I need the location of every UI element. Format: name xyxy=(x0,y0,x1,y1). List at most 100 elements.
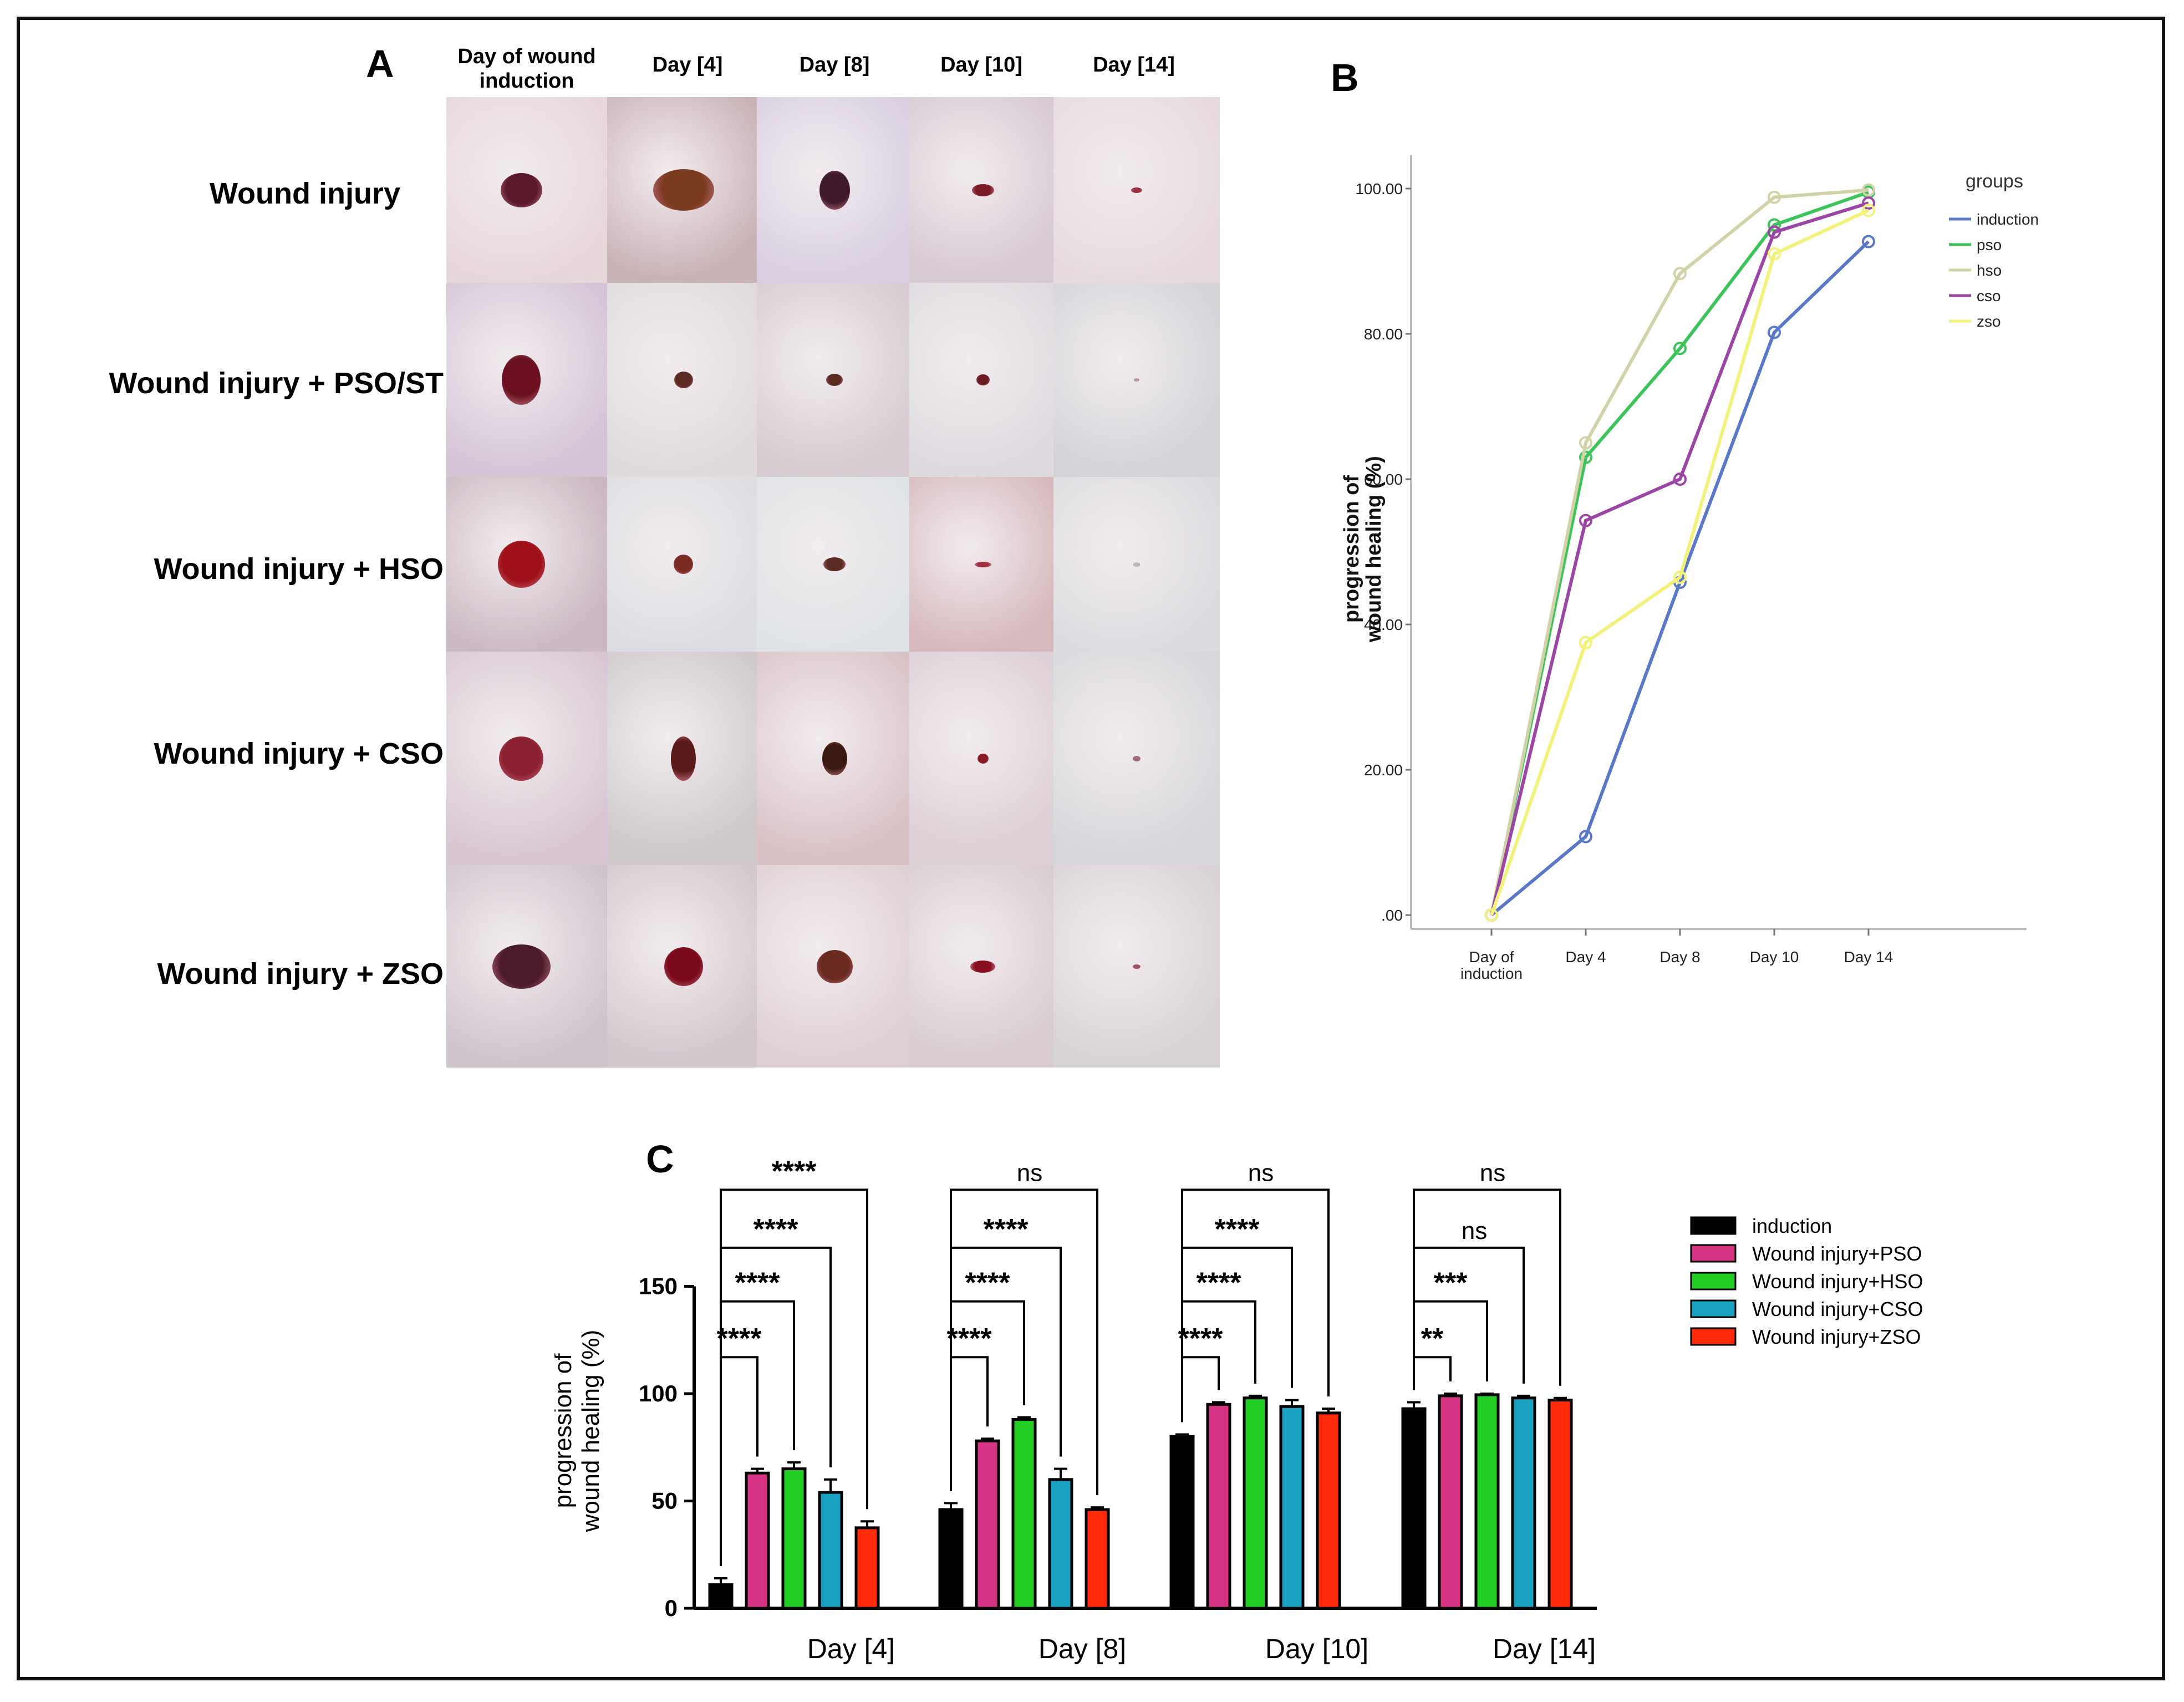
bar-wound-injury-pso xyxy=(1206,1403,1231,1610)
bar-chart: 0 50 100 150 progression ofwound healing (%)… xyxy=(554,1155,1923,1664)
data-point-pso xyxy=(1673,342,1687,355)
significance-bracket xyxy=(1413,1356,1452,1390)
significance-bracket xyxy=(1181,1188,1330,1422)
data-point-cso xyxy=(1673,473,1687,486)
wound-spot xyxy=(664,947,703,986)
wound-spot xyxy=(970,960,995,973)
wound-photo xyxy=(446,652,607,865)
wound-spot xyxy=(674,372,693,388)
significance-label: **** xyxy=(984,1213,1029,1246)
x-tick-label: Day of induction xyxy=(1460,948,1523,982)
significance-label: **** xyxy=(735,1267,781,1299)
wound-photo xyxy=(757,97,912,283)
row-label-wound-injury: Wound injury xyxy=(210,177,400,210)
significance-label: *** xyxy=(1434,1267,1468,1299)
row-label-zso: Wound injury + ZSO xyxy=(157,957,444,990)
legend-label: Wound injury+CSO xyxy=(1752,1298,1923,1320)
wound-photo xyxy=(909,283,1056,477)
legend-label: Wound injury+ZSO xyxy=(1752,1325,1921,1348)
x-tick-label: Day 8 xyxy=(1659,948,1700,966)
wound-spot xyxy=(500,172,542,207)
series-line-hso xyxy=(1490,188,1869,916)
line-chart: .00 20.00 40.00 60.00 80.00 100.00 Day of induc… xyxy=(1340,155,2039,982)
data-point-pso xyxy=(1579,450,1592,464)
y-tick-label: 100 xyxy=(639,1380,678,1406)
data-point-zso xyxy=(1862,204,1875,217)
wound-spot xyxy=(977,753,989,764)
row-label-cso: Wound injury + CSO xyxy=(154,737,444,770)
bar-wound-injury-hso xyxy=(1011,1418,1037,1610)
y-tick-label: 150 xyxy=(639,1273,678,1299)
data-point-cso xyxy=(1862,196,1875,210)
wound-photo xyxy=(1053,865,1220,1068)
legend-swatch xyxy=(1690,1244,1737,1263)
x-category-label: Day [10] xyxy=(1265,1633,1368,1664)
significance-label: **** xyxy=(965,1267,1011,1299)
data-point-zso xyxy=(1673,570,1687,584)
data-point-induction xyxy=(1768,326,1781,339)
panel-c-label: C xyxy=(646,1137,674,1181)
series-line-zso xyxy=(1490,209,1870,916)
significance-label: **** xyxy=(1215,1213,1260,1246)
wound-photo xyxy=(909,865,1056,1068)
wound-photo xyxy=(607,97,760,283)
wound-spot xyxy=(497,541,545,588)
wound-photo xyxy=(909,652,1056,865)
wound-photo xyxy=(446,283,607,477)
x-tick-label: Day 14 xyxy=(1844,948,1893,966)
significance-label: **** xyxy=(947,1323,992,1355)
bar-wound-injury-cso xyxy=(1511,1396,1536,1610)
wound-photo xyxy=(909,477,1056,652)
panel-b-label: B xyxy=(1331,56,1359,99)
legend-swatch xyxy=(1690,1299,1737,1318)
legend-label-cso: cso xyxy=(1977,287,2001,304)
wound-spot xyxy=(499,736,543,781)
x-category-label: Day [4] xyxy=(807,1633,895,1664)
y-tick-label: 80.00 xyxy=(1364,326,1403,343)
wound-spot xyxy=(653,169,714,211)
legend-swatch xyxy=(1690,1327,1737,1346)
wound-photo xyxy=(757,477,912,652)
wound-photo xyxy=(607,865,760,1068)
series-line-cso xyxy=(1490,201,1869,916)
y-axis-label: progression ofwound healing (%) xyxy=(554,1330,604,1532)
data-point-cso xyxy=(1768,225,1781,239)
legend-label-zso: zso xyxy=(1977,313,2001,330)
wound-spot xyxy=(1133,964,1141,969)
bar-wound-injury-cso xyxy=(1048,1478,1073,1610)
wound-spot xyxy=(674,555,693,574)
y-axis-label: progression ofwound healing (%) xyxy=(1340,456,1386,643)
y-tick-label: .00 xyxy=(1381,907,1403,924)
bar-induction xyxy=(708,1583,734,1610)
bar-wound-injury-pso xyxy=(975,1439,1000,1610)
significance-bracket xyxy=(1413,1188,1561,1390)
panel-a-label: A xyxy=(366,42,394,85)
bar-wound-injury-zso xyxy=(854,1526,880,1610)
significance-label: **** xyxy=(1178,1323,1224,1355)
wound-spot xyxy=(822,741,847,775)
wound-spot xyxy=(1133,755,1141,761)
wound-photo xyxy=(607,652,760,865)
figure-frame xyxy=(17,17,2165,1680)
bar-wound-injury-hso xyxy=(781,1467,807,1610)
column-header-day14: Day [14] xyxy=(1093,53,1175,77)
wound-photo xyxy=(607,283,760,477)
data-point-zso xyxy=(1768,247,1781,261)
x-tick-label: Day 10 xyxy=(1750,948,1799,966)
x-tick-label: Day 4 xyxy=(1565,948,1606,966)
data-point-zso xyxy=(1579,636,1592,649)
significance-bracket xyxy=(950,1188,1098,1496)
bar-wound-injury-pso xyxy=(1438,1394,1463,1610)
bar-wound-injury-hso xyxy=(1243,1396,1268,1610)
column-header-day10: Day [10] xyxy=(940,53,1022,77)
significance-label: ns xyxy=(1462,1217,1487,1244)
bar-wound-injury-cso xyxy=(1279,1405,1305,1610)
x-category-label: Day [8] xyxy=(1038,1633,1126,1664)
significance-label: **** xyxy=(772,1155,817,1187)
wound-spot xyxy=(502,355,541,405)
bar-induction xyxy=(1169,1435,1195,1610)
data-point-hso xyxy=(1579,436,1592,450)
significance-label: ** xyxy=(1421,1323,1444,1355)
legend-swatch xyxy=(1690,1216,1737,1235)
wound-photo xyxy=(757,283,912,477)
